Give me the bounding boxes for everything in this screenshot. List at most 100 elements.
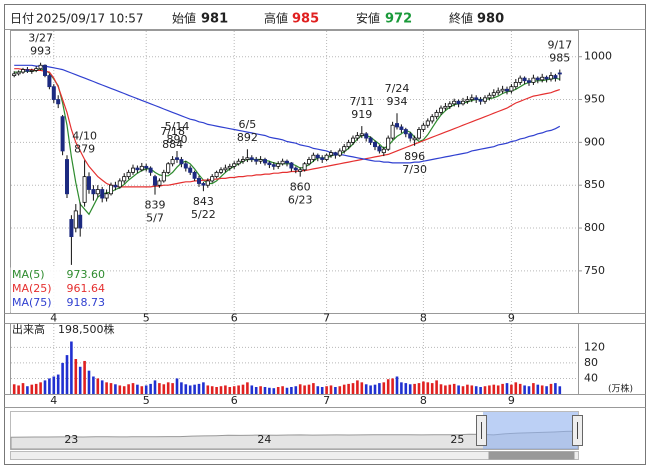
volume-bar	[188, 385, 192, 394]
x-tick-label: 4	[50, 312, 57, 325]
x-tick-label: 9	[508, 394, 515, 407]
candle-body	[557, 72, 562, 75]
navigator-scroll-track[interactable]	[10, 451, 579, 460]
volume-bar	[202, 382, 205, 394]
candle-body	[359, 133, 364, 136]
annotation-value: 890	[167, 133, 188, 146]
candle-body	[280, 160, 285, 165]
candle-body	[364, 133, 369, 139]
volume-bar	[246, 382, 249, 394]
candle-body	[91, 189, 96, 195]
annotation-date: 5/14	[165, 120, 190, 133]
annotation-value: 892	[237, 131, 258, 144]
volume-bar	[501, 383, 504, 394]
volume-bar	[496, 385, 500, 394]
candle-body	[82, 176, 87, 203]
navigator-label: 23	[64, 433, 78, 446]
candle-body	[491, 92, 496, 96]
candle-body	[465, 99, 470, 102]
candle-body	[443, 105, 448, 109]
candle-body	[192, 171, 197, 179]
candle-body	[324, 154, 329, 160]
candle-body	[20, 69, 25, 73]
navigator-selection[interactable]	[483, 412, 578, 449]
candle-body	[306, 159, 311, 165]
candle-body	[394, 123, 399, 128]
candle-body	[293, 167, 298, 171]
candle-body	[78, 214, 83, 229]
candle-body	[139, 165, 144, 171]
annotation-value: 839	[145, 199, 166, 212]
volume-bar	[114, 384, 117, 394]
annotation-date: 3/27	[28, 32, 53, 45]
candle-body	[236, 160, 241, 165]
candle-body	[254, 159, 259, 162]
candle-body	[531, 77, 536, 83]
low-label: 安値	[356, 11, 380, 26]
volume-bar	[395, 376, 399, 394]
open-label: 始値	[172, 11, 196, 26]
candle-body	[368, 137, 373, 143]
volume-bar	[272, 388, 276, 394]
y-tick-label: 900	[584, 135, 605, 148]
candle-body	[302, 163, 307, 171]
volume-bar	[285, 387, 289, 394]
volume-bar	[259, 386, 262, 394]
volume-bar	[193, 384, 196, 394]
volume-bar	[386, 379, 390, 394]
volume-bar	[391, 378, 394, 394]
date-label: 日付	[10, 12, 34, 26]
candle-body	[262, 159, 267, 164]
navigator-label: 25	[450, 433, 464, 446]
annotation-value: 993	[30, 45, 51, 58]
candle-body	[434, 111, 439, 118]
volume-bar	[281, 386, 284, 394]
candle-body	[390, 124, 395, 139]
navigator-scroll-thumb[interactable]	[488, 451, 575, 460]
volume-bar	[92, 376, 95, 394]
volume-bar	[26, 386, 29, 394]
volume-bar	[404, 383, 408, 394]
annotation-date: 6/5	[239, 118, 257, 131]
volume-bar	[378, 383, 381, 394]
candle-body	[522, 77, 527, 82]
candle-body	[399, 126, 404, 130]
candle-body	[135, 167, 140, 171]
annotation-value: 985	[549, 52, 570, 65]
volume-bar	[382, 382, 386, 394]
volume-bar	[439, 384, 443, 394]
volume-title: 出来高	[12, 322, 45, 336]
candle-body	[170, 159, 175, 165]
volume-bar	[303, 385, 306, 394]
volume-bar	[316, 386, 320, 394]
candle-body	[276, 163, 281, 167]
candle-body	[34, 68, 39, 71]
volume-bar	[206, 385, 210, 394]
candle-body	[320, 157, 325, 160]
volume-bar	[43, 380, 47, 394]
candle-body	[496, 90, 501, 94]
candle-body	[87, 176, 92, 190]
annotation-value: 934	[387, 95, 408, 108]
volume-bar	[360, 382, 364, 394]
annotation-date: 6/23	[288, 194, 313, 207]
x-tick-label: 8	[420, 312, 427, 325]
volume-bar	[457, 385, 460, 394]
candle-body	[408, 133, 413, 139]
volume-bar	[342, 384, 346, 394]
volume-bar	[48, 378, 51, 394]
annotation-date: 7/11	[349, 95, 374, 108]
volume-bar	[96, 378, 100, 394]
candle-body	[355, 135, 360, 139]
open-value: 981	[201, 12, 228, 27]
candle-body	[152, 176, 157, 186]
high-value: 985	[292, 12, 319, 27]
candle-body	[174, 157, 179, 160]
candle-body	[386, 137, 391, 150]
volume-bar	[118, 385, 122, 394]
candle-body	[553, 75, 558, 79]
volume-bar	[338, 386, 342, 394]
legend-name: MA(25)	[12, 282, 52, 295]
volume-bar	[400, 382, 403, 394]
